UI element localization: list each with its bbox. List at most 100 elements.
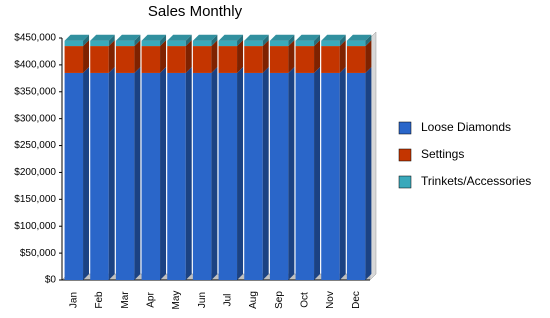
bar	[321, 40, 340, 47]
bar-side	[237, 66, 244, 280]
bar-top	[244, 34, 269, 41]
x-tick-label: Apr	[145, 292, 156, 308]
y-tick-label: $450,000	[14, 33, 56, 44]
bar	[64, 40, 84, 47]
bar-side	[314, 66, 321, 280]
bar-top	[141, 34, 167, 41]
bar-top	[346, 34, 372, 41]
bar	[90, 72, 109, 280]
bar-side	[365, 34, 372, 47]
y-tick-label: $250,000	[14, 140, 56, 151]
x-tick-label: Dec	[351, 291, 362, 309]
bar-side	[83, 66, 90, 280]
bar	[115, 40, 135, 47]
legend-label: Settings	[421, 147, 464, 161]
bar	[64, 46, 84, 73]
bar	[346, 46, 366, 73]
bar-side	[237, 40, 244, 73]
bar	[269, 40, 289, 47]
bar	[346, 72, 366, 280]
bar-side	[83, 34, 90, 47]
bar-side	[339, 34, 346, 47]
x-tick-label: Nov	[325, 291, 336, 309]
bar-side	[365, 40, 372, 73]
bar-side	[211, 66, 218, 280]
bar-side	[108, 66, 115, 280]
bar	[346, 40, 366, 47]
legend-label: Loose Diamonds	[421, 120, 511, 134]
y-tick-label: $100,000	[14, 221, 56, 232]
bar-top	[295, 34, 321, 41]
y-tick-label: $200,000	[14, 167, 56, 178]
bar	[295, 72, 315, 280]
y-tick-label: $50,000	[20, 248, 57, 259]
bar	[90, 40, 109, 47]
legend-swatch	[398, 175, 412, 189]
bar-side	[339, 66, 346, 280]
bar-side	[134, 40, 141, 73]
bar-side	[314, 34, 321, 47]
x-tick-label: Jul	[222, 294, 233, 307]
x-tick-label: Feb	[94, 291, 105, 309]
y-tick-label: $400,000	[14, 60, 56, 71]
bar	[141, 72, 161, 280]
y-tick-label: $0	[45, 275, 57, 286]
bar-side	[185, 40, 192, 73]
bar-side	[314, 40, 321, 73]
bar-side	[134, 34, 141, 47]
bar-side	[108, 40, 115, 73]
bar-side	[211, 40, 218, 73]
bar-side	[339, 40, 346, 73]
y-tick-label: $350,000	[14, 86, 56, 97]
bar	[244, 46, 263, 73]
legend-label: Trinkets/Accessories	[421, 174, 531, 188]
bar	[218, 46, 238, 73]
bar-top	[64, 34, 90, 41]
bar	[218, 72, 238, 280]
bar	[141, 40, 161, 47]
bar	[115, 46, 135, 73]
bar-side	[108, 34, 115, 47]
x-tick-label: Mar	[120, 291, 131, 309]
y-tick-label: $300,000	[14, 113, 56, 124]
bar-side	[237, 34, 244, 47]
bar	[295, 40, 315, 47]
bar-side	[134, 66, 141, 280]
bar-top	[269, 34, 295, 41]
bar-top	[115, 34, 141, 41]
bar-side	[185, 66, 192, 280]
bar	[192, 72, 212, 280]
legend: Loose Diamonds Settings Trinkets/Accessori…	[398, 120, 531, 189]
bar-side	[83, 40, 90, 73]
bar-side	[185, 34, 192, 47]
bar	[192, 46, 212, 73]
bar	[244, 40, 263, 47]
bar-top	[321, 34, 346, 41]
x-tick-label: Aug	[248, 291, 259, 309]
x-tick-label: Sep	[274, 291, 285, 309]
y-tick-label: $150,000	[14, 194, 56, 205]
chart-title: Sales Monthly	[148, 3, 243, 20]
legend-swatch	[398, 148, 412, 162]
bar	[269, 46, 289, 73]
bar	[167, 72, 186, 280]
bar	[90, 46, 109, 73]
bar-side	[365, 66, 372, 280]
bar-side	[211, 34, 218, 47]
bar-side	[160, 66, 167, 280]
bar-side	[288, 34, 295, 47]
bar	[64, 72, 84, 280]
x-tick-label: Jun	[197, 292, 208, 308]
bar-side	[288, 66, 295, 280]
bar-side	[288, 40, 295, 73]
bar-side	[262, 66, 269, 280]
bar	[167, 46, 186, 73]
x-tick-label: Oct	[299, 292, 310, 308]
bar-top	[218, 34, 244, 41]
bar	[321, 72, 340, 280]
bar-top	[167, 34, 192, 41]
bar	[141, 46, 161, 73]
bar	[167, 40, 186, 47]
bar-side	[160, 34, 167, 47]
bar	[269, 72, 289, 280]
